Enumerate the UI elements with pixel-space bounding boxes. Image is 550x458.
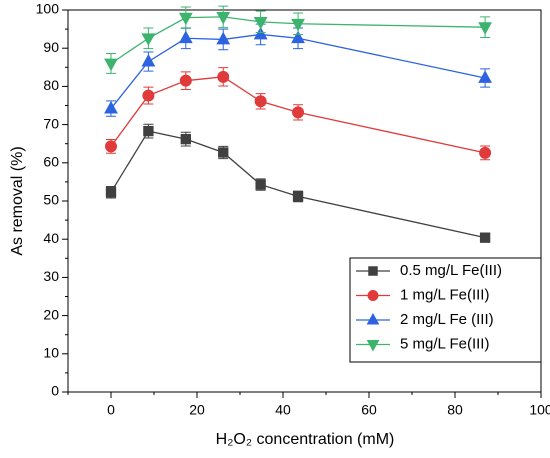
y-tick-label: 100 [36,1,60,17]
marker [141,53,156,67]
marker [105,140,117,153]
x-tick-label: 20 [189,402,205,418]
marker [105,187,117,198]
marker [253,26,268,40]
y-tick-label: 0 [51,383,59,399]
marker [366,312,380,325]
marker [292,106,305,119]
marker [141,33,156,46]
marker [143,125,154,137]
marker [104,100,118,114]
marker [178,30,193,44]
marker [478,70,492,83]
x-tick-label: 40 [275,402,291,418]
y-tick-label: 60 [43,154,59,170]
legend-label: 5 mg/L Fe(III) [400,335,489,352]
marker [178,12,193,26]
marker [366,340,380,352]
marker [291,30,305,44]
marker [180,133,191,145]
legend-label: 1 mg/L Fe(III) [400,286,489,303]
x-axis-label: H₂O₂ concentration (mM) [216,431,395,448]
y-axis-label: As removal (%) [9,146,26,255]
y-tick-label: 40 [43,230,59,246]
marker [254,95,267,108]
marker [479,232,491,243]
x-tick-label: 100 [529,402,550,418]
marker [218,147,229,158]
x-tick-label: 0 [107,402,115,418]
marker [217,70,230,83]
y-tick-label: 10 [43,345,59,361]
y-tick-label: 80 [43,77,59,93]
y-tick-label: 90 [43,39,59,55]
marker [179,74,192,87]
y-tick-label: 20 [43,306,59,322]
x-tick-label: 60 [361,402,377,418]
marker [478,22,492,35]
marker [367,290,379,301]
marker [142,89,155,102]
y-tick-label: 70 [43,115,59,131]
marker [291,18,305,32]
marker [253,16,268,30]
x-tick-label: 80 [447,402,463,418]
legend-label: 0.5 mg/L Fe(III) [400,262,502,279]
marker [479,146,492,159]
y-tick-label: 50 [43,192,59,208]
legend-label: 2 mg/L Fe (III) [400,311,494,328]
marker [104,58,118,72]
marker [216,31,231,45]
y-tick-label: 30 [43,268,59,284]
marker [216,11,231,25]
marker [255,179,266,190]
marker [292,191,304,202]
marker [368,266,378,276]
series-line [110,130,486,239]
